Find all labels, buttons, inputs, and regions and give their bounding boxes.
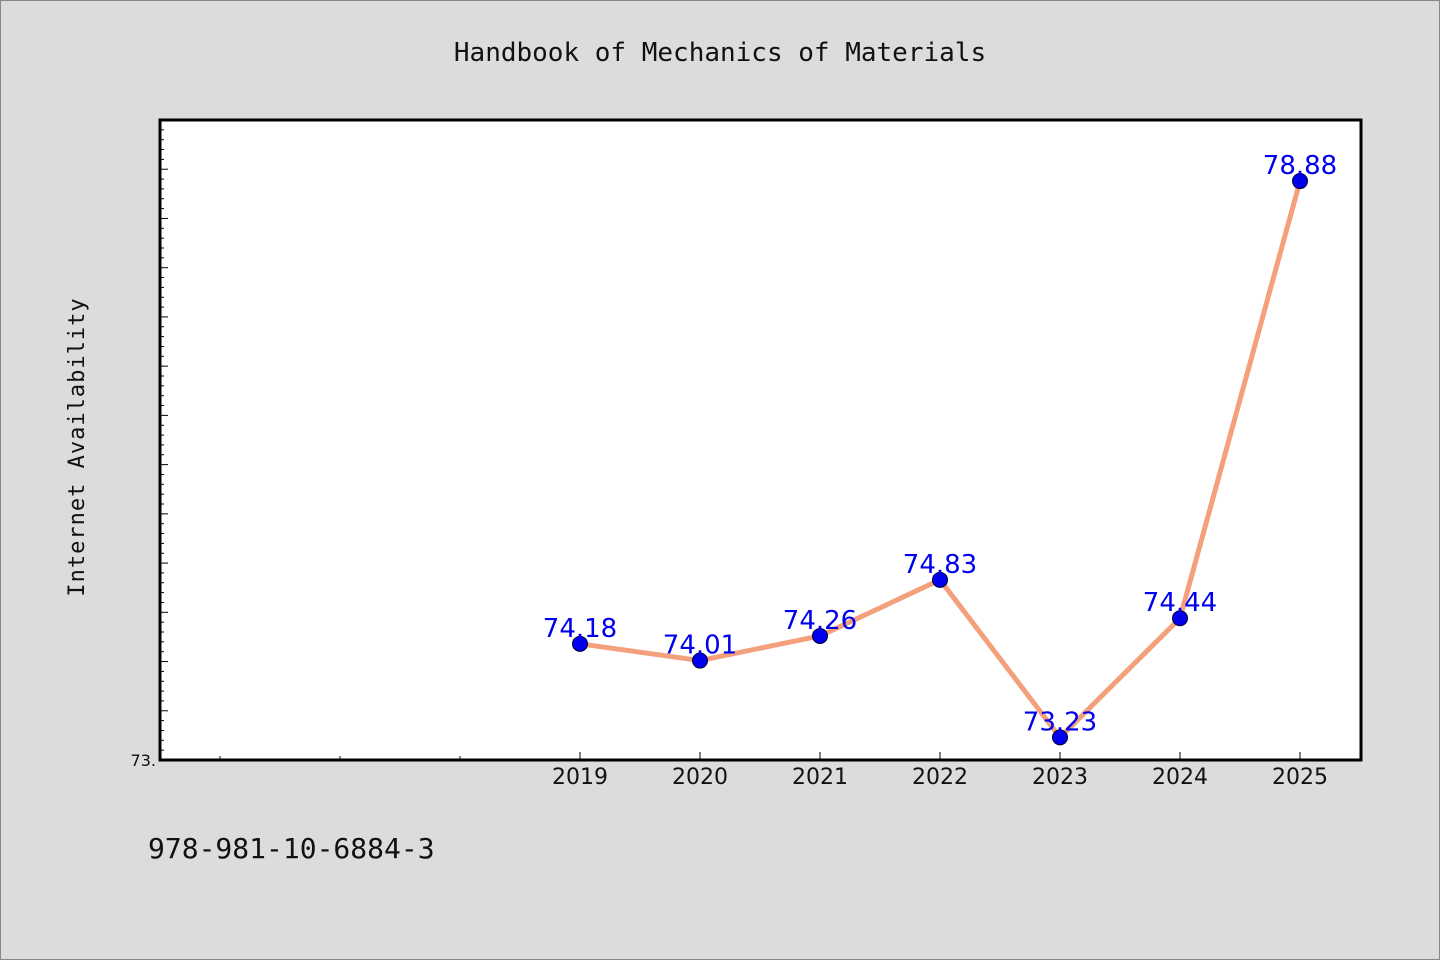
data-point-marker (692, 652, 708, 669)
isbn-code: 978-981-10-6884-3 (148, 832, 435, 865)
data-point-marker (1292, 173, 1308, 190)
x-tick-label: 2024 (1152, 765, 1208, 790)
x-tick-label: 2022 (912, 765, 968, 790)
data-point-marker (812, 627, 828, 644)
x-tick-label: 2020 (672, 765, 728, 790)
data-label: 74.18 (543, 614, 617, 644)
x-tick-label: 2023 (1032, 765, 1088, 790)
x-axis-ticks: 2019 2020 2021 2022 2023 2024 2025 (219, 752, 1328, 790)
data-point-marker (1052, 729, 1068, 746)
data-label: 74.26 (783, 606, 857, 636)
plot-area (158, 118, 1363, 762)
data-label: 74.83 (903, 550, 977, 580)
y-axis-ticks (160, 119, 168, 761)
y-axis-label: Internet Availability (65, 297, 90, 596)
data-label: 78.88 (1263, 151, 1337, 181)
data-label: 73.23 (1023, 707, 1097, 737)
data-label: 74.44 (1143, 588, 1217, 618)
series-layer: 74.18 74.01 74.26 74.83 73.23 74.44 78.88 (543, 151, 1337, 746)
y-tick-label: 73. (131, 751, 156, 770)
chart-title: Handbook of Mechanics of Materials (454, 38, 986, 68)
data-point-marker (572, 635, 588, 652)
x-tick-label: 2019 (552, 765, 608, 790)
data-point-marker (1172, 610, 1188, 627)
x-tick-label: 2021 (792, 765, 848, 790)
x-tick-label: 2025 (1272, 765, 1328, 790)
data-point-marker (932, 571, 948, 588)
data-label: 74.01 (663, 631, 737, 661)
